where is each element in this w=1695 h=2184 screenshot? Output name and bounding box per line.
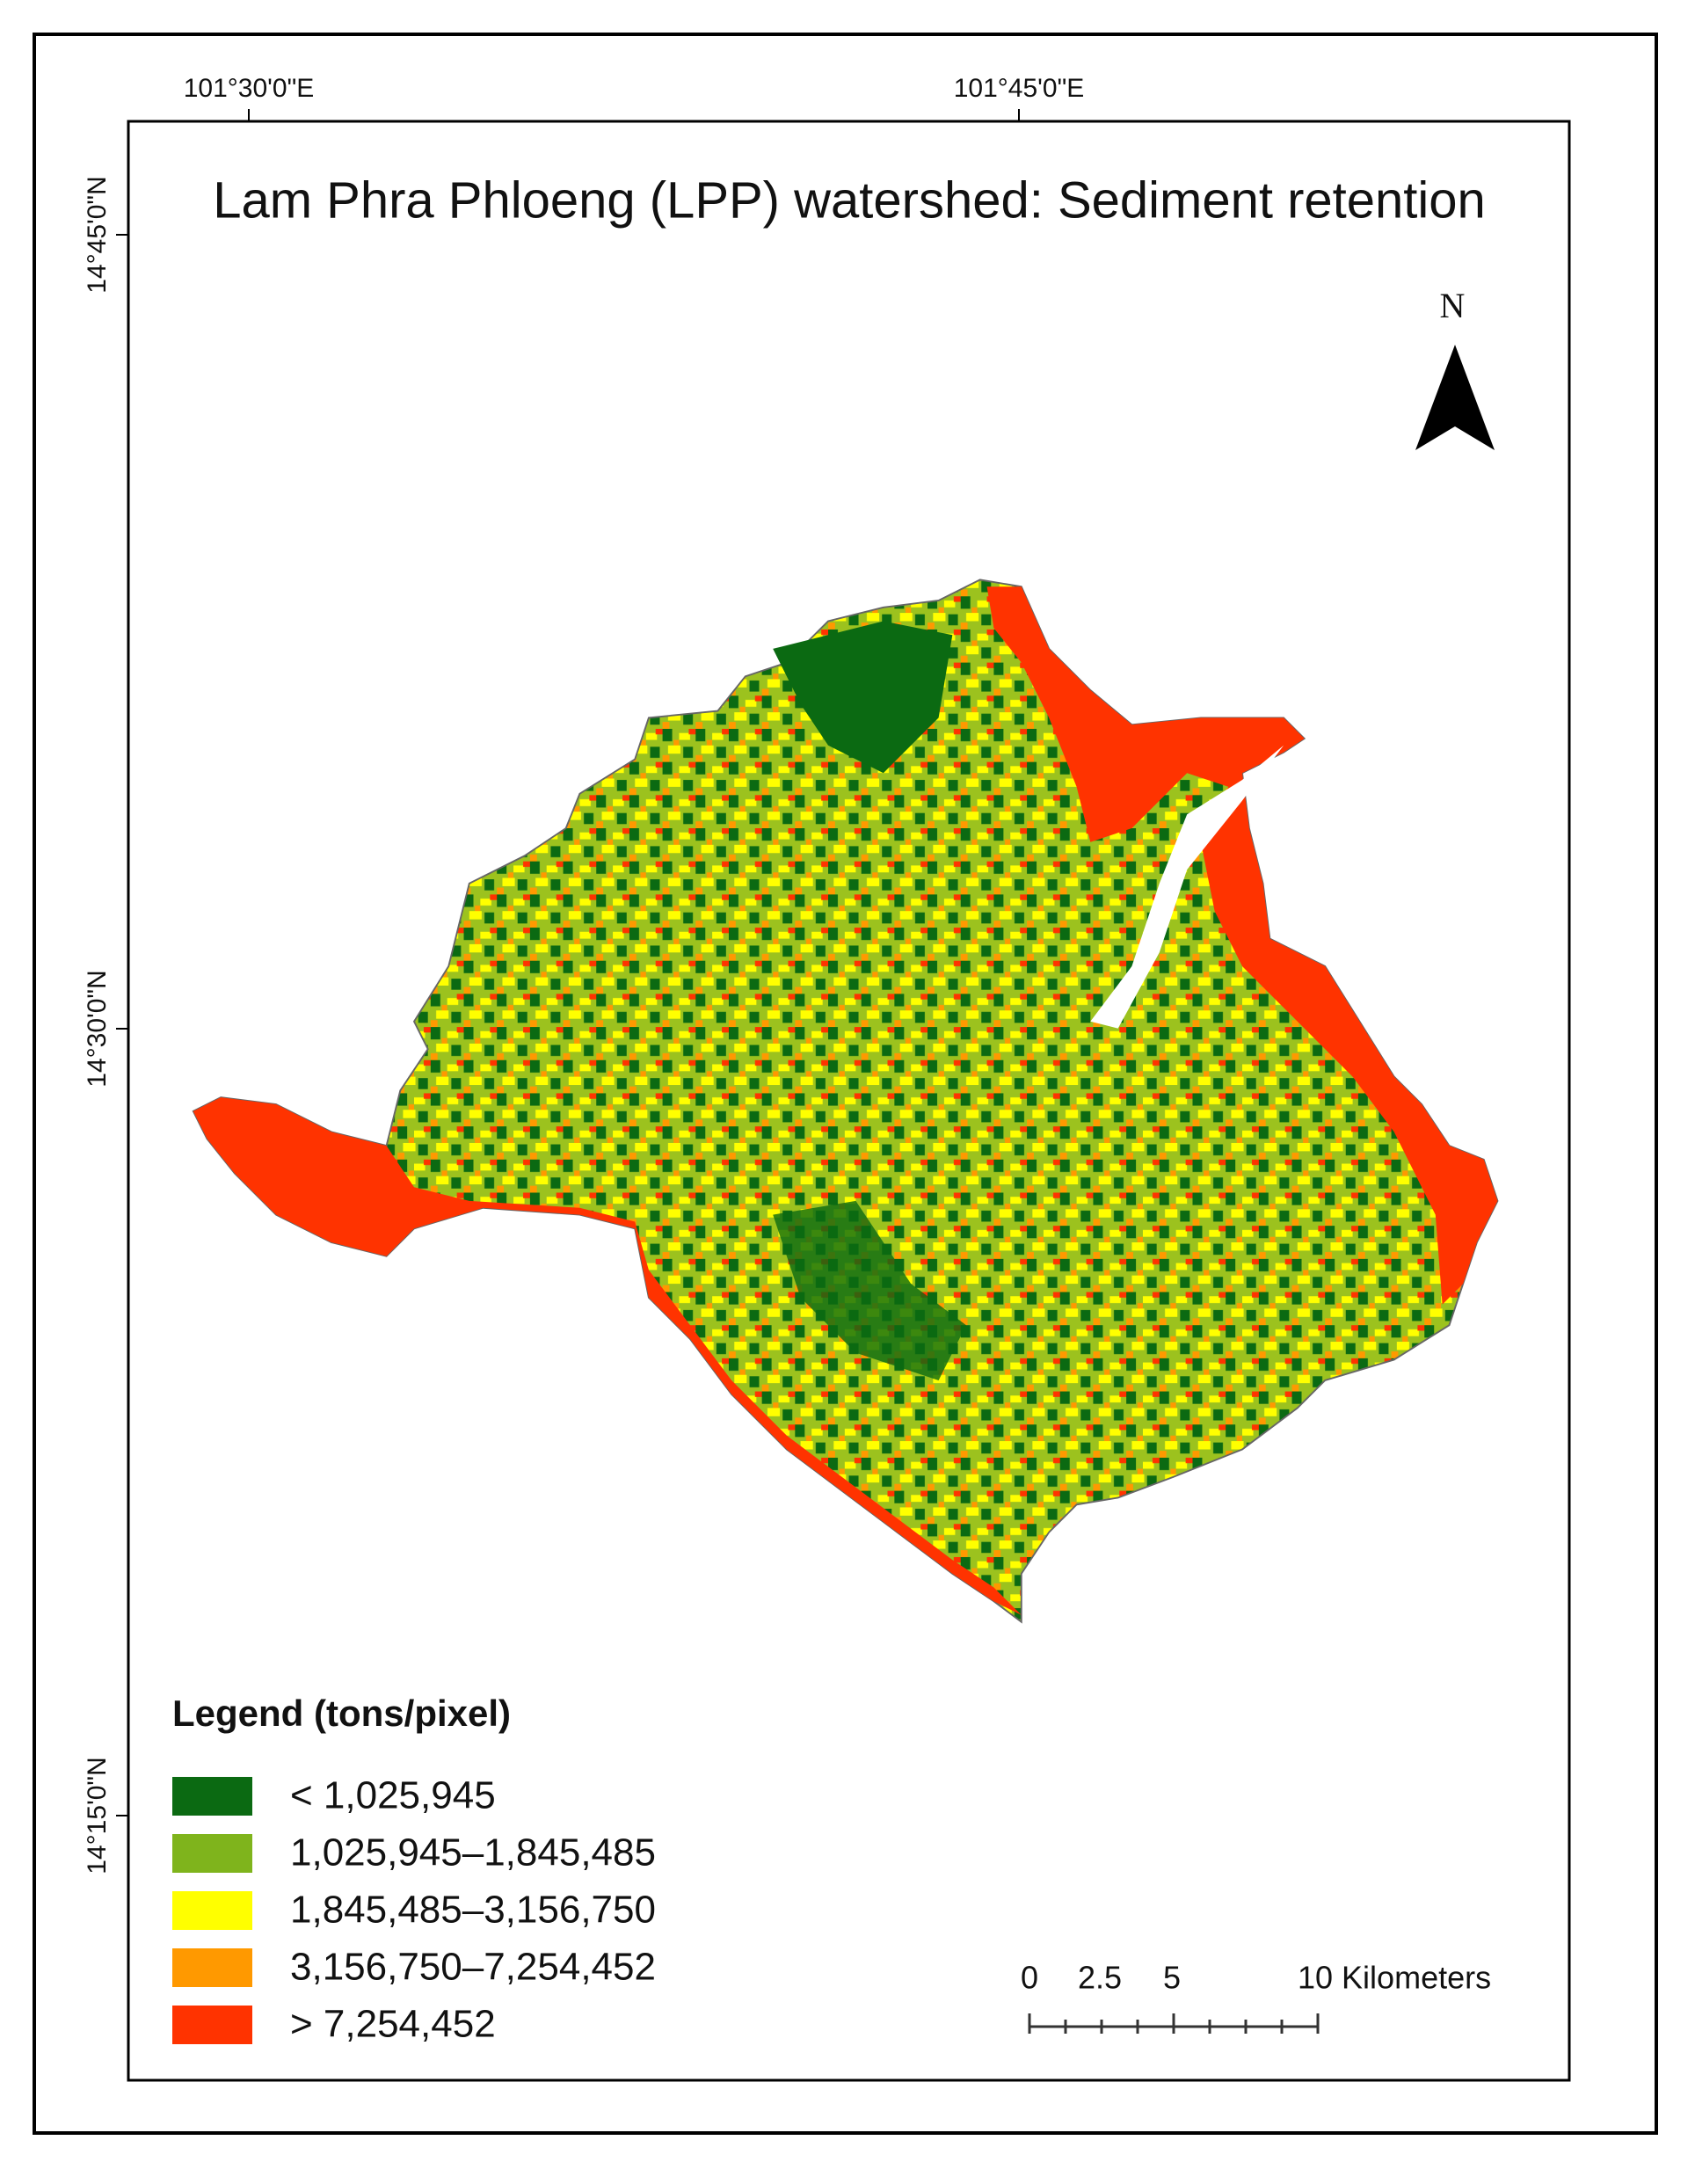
- scale-label: 10 Kilometers: [1298, 1960, 1491, 1996]
- legend-swatch: [172, 1834, 252, 1873]
- legend-title: Legend (tons/pixel): [172, 1693, 511, 1734]
- legend-swatch: [172, 1948, 252, 1987]
- legend-label: 1,845,485–3,156,750: [290, 1889, 656, 1932]
- latitude-label: 14°15'0"N: [83, 1757, 112, 1874]
- overlay: Lam Phra Phloeng (LPP) watershed: Sedime…: [83, 74, 1495, 2046]
- dark-green-patch: [773, 1200, 966, 1380]
- legend-label: 1,025,945–1,845,485: [290, 1831, 656, 1875]
- outer-border: [33, 33, 1658, 2135]
- dark-green-patch: [773, 621, 953, 774]
- scale-label: 5: [1163, 1960, 1181, 1996]
- watershed: [192, 579, 1499, 1624]
- longitude-label: 101°30'0"E: [184, 74, 315, 103]
- reservoir: [1090, 745, 1284, 1029]
- red-zone-ne: [986, 586, 1498, 1305]
- latitude-label: 14°30'0"N: [83, 970, 112, 1087]
- map-frame: [127, 120, 1571, 2082]
- north-arrow: [1415, 345, 1495, 450]
- map-title: Lam Phra Phloeng (LPP) watershed: Sedime…: [213, 171, 1486, 229]
- scale-label: 0: [1021, 1960, 1038, 1996]
- north-label: N: [1440, 286, 1466, 325]
- longitude-label: 101°45'0"E: [954, 74, 1085, 103]
- legend-label: 3,156,750–7,254,452: [290, 1946, 656, 1989]
- legend-label: < 1,025,945: [290, 1774, 496, 1817]
- red-zone-sw: [193, 1097, 1022, 1615]
- legend-swatch: [172, 1777, 252, 1816]
- legend-swatch: [172, 1891, 252, 1930]
- latitude-label: 14°45'0"N: [83, 176, 112, 293]
- legend-label: > 7,254,452: [290, 2003, 496, 2046]
- scale-label: 2.5: [1078, 1960, 1122, 1996]
- legend-swatch: [172, 2006, 252, 2044]
